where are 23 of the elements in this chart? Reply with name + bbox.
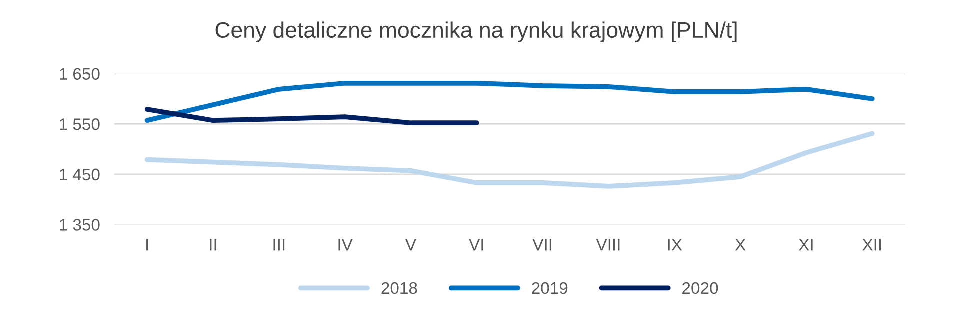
x-tick-label: I [146,239,148,251]
x-tick-label: VIII [596,239,620,251]
x-tick-label: IX [668,239,682,251]
line-series [144,107,480,126]
legend-label: 2020 [682,282,718,294]
x-tick-label: IV [338,239,353,251]
x-tick-label: III [274,239,285,251]
line-series [144,131,875,189]
x-tick-label: II [210,239,216,251]
x-tick-label: V [405,239,416,251]
x-tick-label: XI [798,239,813,251]
x-tick-label: X [735,239,746,251]
x-tick-label: VII [532,239,552,251]
x-tick-label: XII [862,239,882,251]
y-tick-label: 1 450 [60,168,100,181]
y-tick-label: 1 650 [60,68,100,80]
y-tick-label: 1 550 [60,118,100,130]
chart-title: Ceny detaliczne mocznika na rynku krajowym [PLN/t] [216,22,737,42]
legend-label: 2019 [532,282,568,294]
y-tick-label: 1 350 [60,219,100,231]
x-tick-label: VI [469,239,484,251]
legend-label: 2018 [382,282,418,294]
line-series [144,80,875,124]
